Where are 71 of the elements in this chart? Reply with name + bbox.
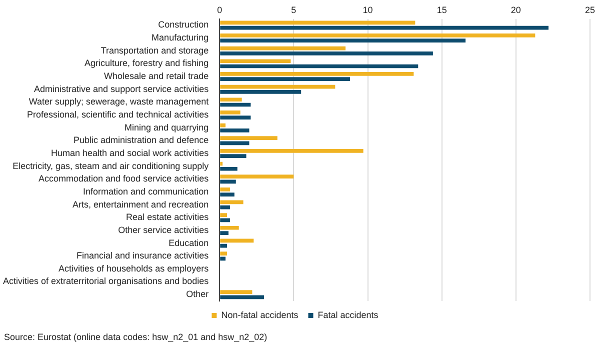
bar (220, 205, 230, 210)
y-tick-label: Other (186, 289, 209, 300)
bar (220, 110, 240, 114)
y-tick-label: Accommodation and food service activities (38, 174, 210, 184)
bar (220, 98, 242, 102)
y-tick-label: Information and communication (83, 186, 209, 196)
y-tick-label: Administrative and support service activities (34, 84, 210, 94)
bar (220, 64, 418, 68)
y-tick-label: Financial and insurance activities (76, 250, 210, 261)
bar (220, 200, 244, 204)
bar (220, 102, 251, 107)
y-tick-label: Human health and social work activities (51, 148, 210, 158)
y-tick-label: Water supply; sewerage, waste management (28, 96, 210, 107)
bar (220, 26, 549, 30)
bar (220, 154, 246, 158)
bar (220, 162, 223, 166)
y-tick-label: Wholesale and retail trade (104, 71, 209, 82)
bar (220, 295, 264, 300)
bar (220, 128, 250, 132)
bar (220, 52, 433, 56)
bar (220, 174, 294, 178)
bar (220, 46, 346, 50)
bar (220, 59, 291, 64)
bar (220, 252, 228, 256)
bar (220, 20, 416, 25)
x-tick-label: 20 (510, 4, 521, 15)
bar (220, 192, 234, 196)
y-tick-label: Education (168, 238, 209, 248)
x-tick-label: 5 (291, 4, 296, 15)
bar (220, 290, 252, 294)
bar (220, 38, 466, 43)
y-tick-label: Activities of extraterritorial organisations and bodies (2, 276, 210, 286)
bar (220, 148, 364, 153)
bar (220, 238, 254, 243)
bar (220, 72, 414, 76)
y-tick-label: Transportation and storage (100, 45, 209, 56)
bar (220, 136, 278, 140)
bar (220, 90, 302, 94)
y-tick-label: Manufacturing (152, 32, 209, 43)
bar (220, 187, 230, 192)
y-tick-label: Activities of households as employers (58, 263, 210, 274)
y-tick-label: Mining and quarrying (124, 122, 209, 132)
bar (220, 244, 228, 248)
bar (220, 231, 228, 235)
bar (220, 116, 251, 120)
bar (220, 226, 239, 230)
legend-label: Non-fatal accidents (221, 310, 299, 320)
x-tick-label: 0 (217, 4, 222, 15)
bar (220, 123, 226, 128)
y-tick-label: Other service activities (118, 224, 210, 235)
y-tick-label: Construction (158, 20, 209, 30)
bar (220, 141, 250, 146)
bar (220, 84, 336, 89)
y-tick-label: Arts, entertainment and recreation (72, 199, 209, 210)
bar (220, 218, 230, 222)
x-tick-label: 10 (362, 4, 373, 15)
bar (220, 166, 238, 171)
bar (220, 34, 536, 38)
bar (220, 77, 350, 82)
y-tick-label: Electricity, gas, steam and air conditioning supply (12, 160, 210, 171)
y-tick-label: Agriculture, forestry and fishing (84, 58, 209, 68)
y-tick-label: Professional, scientific and technical activities (27, 109, 210, 120)
x-tick-label: 25 (584, 4, 596, 15)
bar (220, 256, 226, 261)
x-tick-label: 15 (436, 4, 447, 15)
bar (220, 180, 236, 184)
y-tick-label: Real estate activities (126, 212, 210, 222)
source-note: Source: Eurostat (online data codes: hsw_n2_01 and hsw_n2_02) (4, 332, 268, 342)
bar (220, 213, 228, 217)
y-tick-label: Public administration and defence (74, 135, 209, 146)
legend-label: Fatal accidents (318, 310, 379, 320)
